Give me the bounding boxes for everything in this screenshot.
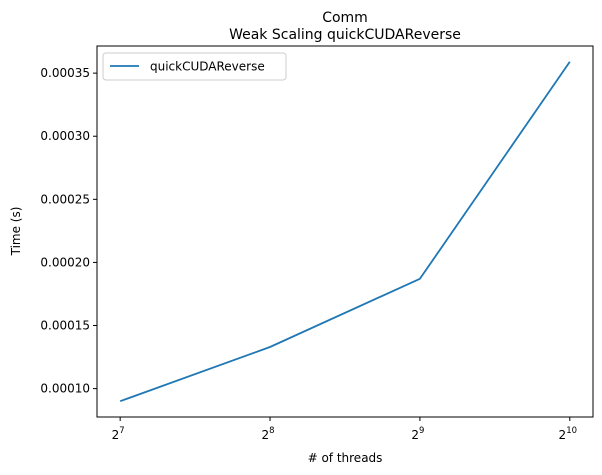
x-tick-base: 2 [559, 428, 567, 442]
series-layer [119, 61, 571, 403]
y-tick-label: 0.00015 [40, 319, 90, 333]
chart-title-line2: Weak Scaling quickCUDAReverse [229, 27, 461, 43]
legend: quickCUDAReverse [102, 52, 287, 81]
x-tick-label: 27 [112, 426, 125, 442]
x-axis-label: # of threads [308, 451, 383, 465]
x-tick-base: 2 [112, 428, 120, 442]
y-tick-label: 0.00010 [40, 382, 90, 396]
y-axis-ticks: 0.00010 0.00015 0.00020 0.00025 0.00030 0.000… [40, 66, 97, 396]
legend-label: quickCUDAReverse [150, 60, 265, 74]
x-tick-exponent: 8 [269, 426, 274, 436]
y-tick-label: 0.00020 [40, 255, 90, 269]
x-tick-label: 29 [411, 426, 424, 442]
plot-area [96, 45, 594, 418]
x-tick-exponent: 10 [566, 426, 577, 436]
x-tick-base: 2 [411, 428, 419, 442]
y-tick-label: 0.00035 [40, 66, 90, 80]
x-tick-base: 2 [262, 428, 270, 442]
y-axis-label: Time (s) [9, 207, 23, 257]
x-tick-exponent: 9 [419, 426, 424, 436]
x-tick-label: 210 [559, 426, 577, 442]
y-tick-label: 0.00030 [40, 129, 90, 143]
x-tick-exponent: 7 [119, 426, 124, 436]
series-line [119, 61, 571, 403]
x-axis-ticks: 27 28 29 210 [112, 417, 577, 442]
legend-frame [102, 52, 287, 81]
y-tick-label: 0.00025 [40, 192, 90, 206]
x-tick-label: 28 [262, 426, 275, 442]
chart-title-line1: Comm [322, 10, 368, 26]
